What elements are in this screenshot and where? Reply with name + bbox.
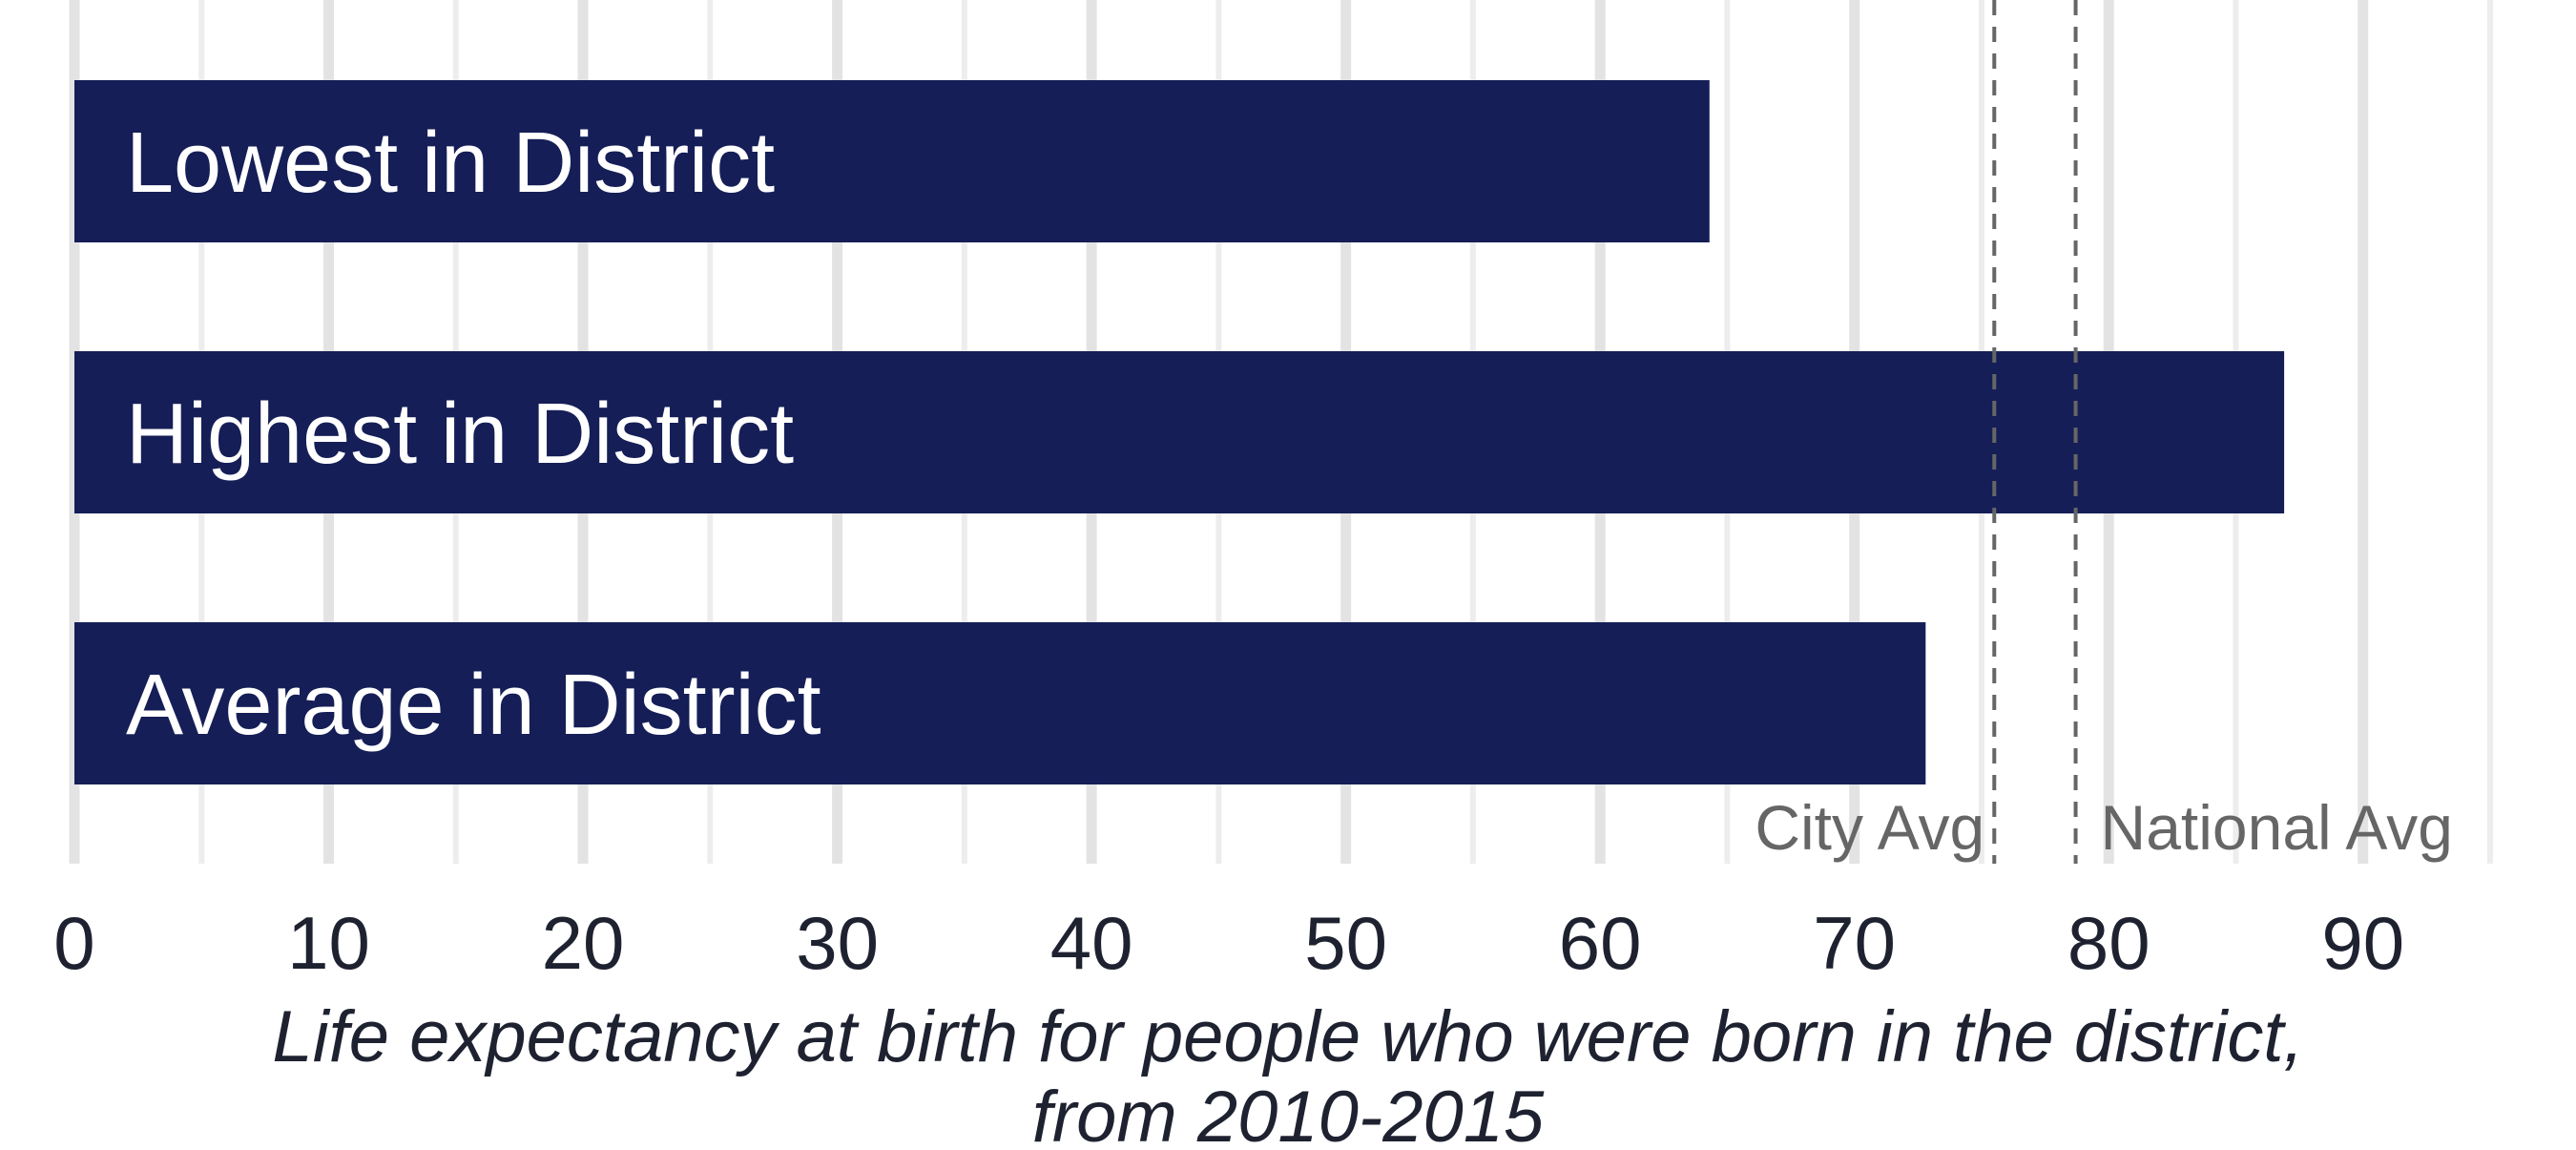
x-tick-60: 60 [1559, 901, 1642, 985]
x-tick-10: 10 [287, 901, 370, 985]
x-tick-0: 0 [53, 901, 94, 985]
bar-label-lowest-in-district: Lowest in District [126, 115, 775, 211]
ref-label-city-avg: City Avg [1755, 792, 1984, 863]
x-axis-title-line-1: Life expectancy at birth for people who … [272, 996, 2303, 1077]
x-axis-title-line-2: from 2010-2015 [1032, 1077, 1545, 1145]
x-tick-70: 70 [1813, 901, 1896, 985]
bars-layer: Lowest in District Highest in District Ave… [74, 80, 2285, 784]
bar-average-in-district [74, 622, 1926, 784]
bar-highest-in-district [74, 351, 2285, 513]
x-tick-40: 40 [1050, 901, 1133, 985]
x-tick-90: 90 [2321, 901, 2404, 985]
x-tick-labels: 0 10 20 30 40 50 60 70 80 90 [53, 901, 2404, 985]
x-tick-50: 50 [1304, 901, 1387, 985]
x-tick-80: 80 [2067, 901, 2150, 985]
bar-lowest-in-district [74, 80, 1710, 242]
x-axis-title: Life expectancy at birth for people who … [272, 996, 2303, 1150]
x-tick-30: 30 [796, 901, 879, 985]
bar-label-average-in-district: Average in District [126, 658, 821, 753]
ref-label-national-avg: National Avg [2101, 792, 2453, 863]
bar-label-highest-in-district: Highest in District [126, 387, 794, 482]
x-tick-20: 20 [542, 901, 625, 985]
reference-lines-layer: City Avg National Avg [1755, 0, 2453, 864]
